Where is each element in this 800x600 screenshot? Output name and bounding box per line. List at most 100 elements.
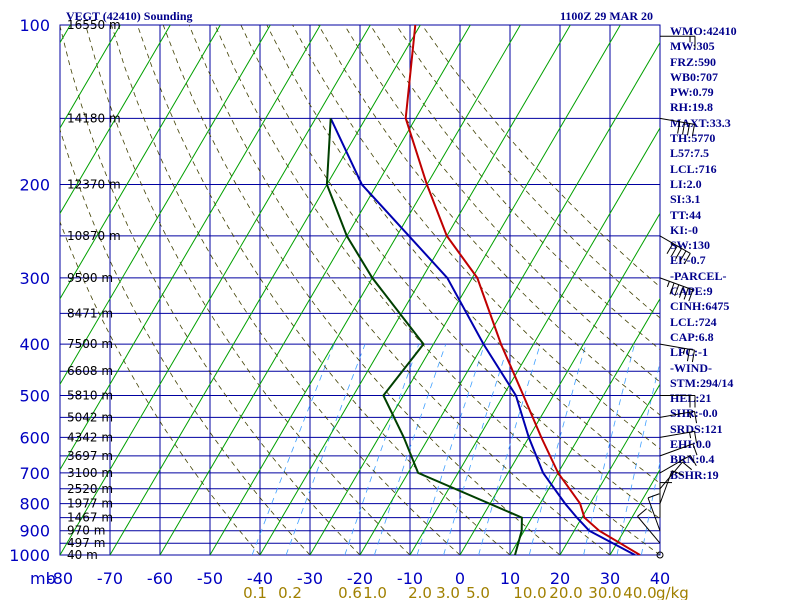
- x-tick-label: 10: [500, 569, 520, 588]
- index-item: PW:0.79: [670, 85, 714, 100]
- dry-adiabat: [85, 25, 411, 555]
- height-label: 9590 m: [67, 271, 113, 285]
- calm-wind-marker: [656, 551, 664, 559]
- dry-adiabat: [188, 25, 611, 555]
- barb-flag: [666, 243, 674, 255]
- height-labels: 16550 m 14180 m 12370 m 10870 m 9590 m 8471 m…: [67, 18, 121, 562]
- wind-barb: [647, 493, 661, 531]
- barb-flag: [647, 493, 660, 499]
- mixing-ratio-label: 1.0: [363, 584, 387, 600]
- mixing-ratio-label: 0.2: [278, 584, 302, 600]
- isotherm-line: [659, 554, 660, 555]
- y-tick-label: 400: [19, 335, 50, 354]
- x-tick-label: 0: [455, 569, 465, 588]
- height-label: 497 m: [67, 536, 105, 550]
- x-tick-label: 30: [600, 569, 620, 588]
- dry-adiabat: [369, 25, 660, 351]
- dry-adiabat: [344, 25, 660, 383]
- barb-half-flag: [689, 432, 692, 439]
- dry-adiabat: [60, 25, 361, 555]
- dry-adiabats: [60, 25, 660, 555]
- wind-barb: [659, 454, 697, 474]
- index-item: BSHR:19: [670, 467, 719, 482]
- wind-barb: [659, 117, 695, 137]
- index-item: LI:2.0: [670, 176, 702, 191]
- dry-adiabat: [214, 25, 660, 555]
- y-tick-label: 300: [19, 269, 50, 288]
- wind-barbs: [637, 35, 698, 559]
- y-tick-label: 1000: [9, 546, 50, 565]
- isotherm-line: [0, 25, 20, 555]
- index-item: SI:3.1: [670, 192, 701, 207]
- index-item: TH:5770: [670, 131, 716, 146]
- isotherm-line: [60, 25, 121, 129]
- index-item: SRDS:121: [670, 421, 723, 436]
- height-label: 5042 m: [67, 410, 113, 424]
- index-item: STM:294/14: [670, 375, 734, 390]
- barb-staff: [659, 454, 691, 474]
- height-label: 10870 m: [67, 229, 121, 243]
- wind-barb: [637, 508, 661, 544]
- wind-barb: [659, 277, 694, 302]
- barb-staff: [659, 430, 695, 438]
- sounding-profiles: [325, 25, 641, 555]
- stability-indices-list: WMO:42410 MW:305 FRZ:590 WB0:707 PW:0.79 RH:1…: [670, 24, 737, 483]
- barb-staff: [659, 470, 673, 504]
- barb-staff: [659, 117, 695, 125]
- barb-flag: [678, 286, 684, 298]
- barb-half-flag: [689, 412, 692, 419]
- plot-grid: [59, 24, 661, 556]
- height-label: 16550 m: [67, 18, 121, 32]
- mixing-ratio-label: 20.0: [549, 584, 582, 600]
- index-item: LCL:724: [670, 314, 717, 329]
- height-label: 1467 m: [67, 511, 113, 525]
- barb-flag: [693, 431, 698, 444]
- index-item: LCL:716: [670, 161, 717, 176]
- barb-flag: [682, 122, 686, 135]
- index-item: RH:19.8: [670, 100, 713, 115]
- barb-staff: [659, 443, 694, 457]
- barb-half-flag: [683, 348, 686, 355]
- mixing-ratio-line: [251, 343, 335, 555]
- mixing-ratio-unit: g/kg: [656, 584, 689, 600]
- isotherm-line: [359, 41, 660, 555]
- isotherm-line: [459, 212, 660, 555]
- y-unit-label: mb: [30, 569, 56, 588]
- height-label: 12370 m: [67, 178, 121, 192]
- isotherm-line: [60, 25, 171, 215]
- index-item: WMO:42410: [670, 24, 737, 38]
- barb-flag: [691, 350, 695, 363]
- x-tick-label: -70: [97, 569, 123, 588]
- mixing-ratio-label: 10.0: [513, 584, 546, 600]
- mixing-ratio-label: 40.0: [623, 584, 656, 600]
- x-tick-label: 40: [650, 569, 670, 588]
- y-tick-label: 100: [19, 16, 50, 35]
- mixing-ratio-label: 30.0: [588, 584, 621, 600]
- x-tick-label: -50: [197, 569, 223, 588]
- height-label: 3697 m: [67, 449, 113, 463]
- y-tick-label: 700: [19, 464, 50, 483]
- isotherm-line: [559, 383, 660, 555]
- wind-barb: [659, 482, 672, 518]
- barb-staff: [659, 461, 683, 490]
- isotherm-line: [409, 127, 660, 555]
- barb-half-flag: [666, 281, 670, 288]
- barb-flag: [674, 284, 680, 297]
- x-tick-label: -20: [347, 569, 373, 588]
- mixing-ratio-label: 2.0: [408, 584, 432, 600]
- observation-time: 1100Z 29 MAR 20: [560, 9, 653, 23]
- mixing-ratio-line: [344, 343, 420, 555]
- barb-flag: [671, 470, 684, 476]
- barb-flag: [689, 455, 697, 467]
- parcel-profile: [329, 117, 636, 555]
- dry-adiabat: [318, 25, 660, 416]
- index-item: SW:130: [670, 238, 711, 253]
- wind-barb: [660, 35, 696, 49]
- wind-barb: [659, 443, 698, 457]
- mixing-ratio-line: [443, 343, 509, 555]
- wind-barb: [659, 343, 695, 363]
- index-item: MW:305: [670, 39, 715, 54]
- dry-adiabat: [60, 220, 261, 555]
- index-item: KI:-0: [670, 222, 698, 237]
